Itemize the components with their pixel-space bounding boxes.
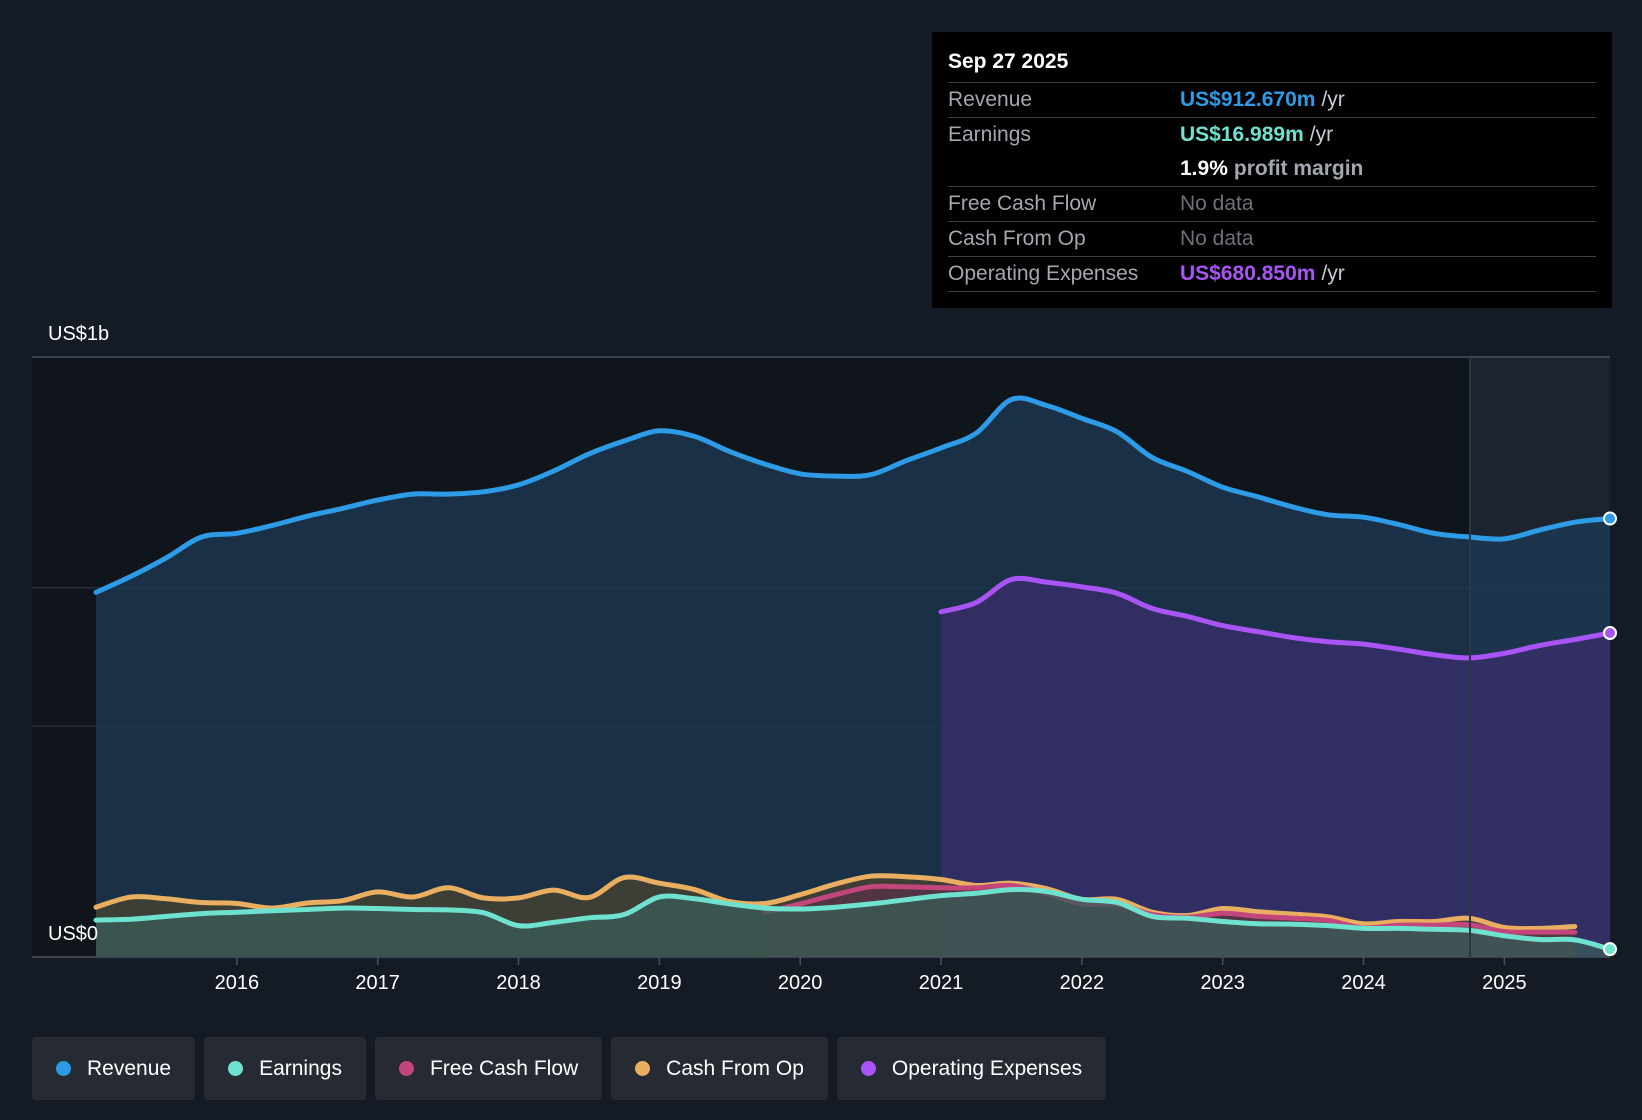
x-tick-label-2021: 2021 bbox=[919, 972, 964, 994]
y-top-label: US$1b bbox=[48, 323, 109, 345]
series-layer bbox=[93, 395, 1613, 957]
legend: Revenue Earnings Free Cash Flow Cash Fro… bbox=[32, 1037, 1107, 1100]
tooltip-fcf-label: Free Cash Flow bbox=[948, 192, 1097, 215]
tooltip-revenue-unit: /yr bbox=[1321, 88, 1345, 111]
x-tick-label-2023: 2023 bbox=[1200, 972, 1245, 994]
earnings-area bbox=[96, 889, 1610, 957]
cash-from-op-line bbox=[93, 873, 1578, 932]
tooltip-row-cfo: Cash From Op No data bbox=[948, 221, 1596, 256]
end-markers bbox=[1603, 511, 1617, 957]
x-tick-label-2016: 2016 bbox=[215, 972, 260, 994]
tooltip-opex-label: Operating Expenses bbox=[948, 262, 1139, 285]
tooltip-date: Sep 27 2025 bbox=[948, 50, 1069, 73]
tooltip-row-earnings: Earnings US$16.989m /yr bbox=[948, 117, 1596, 152]
operating-expenses-dot-icon bbox=[860, 1061, 876, 1076]
x-tick-label-2022: 2022 bbox=[1060, 972, 1105, 994]
tooltip-margin-label: profit margin bbox=[1233, 157, 1364, 180]
tooltip-revenue-label: Revenue bbox=[948, 88, 1033, 111]
earnings-end-marker bbox=[1603, 942, 1617, 957]
revenue-line bbox=[93, 395, 1613, 595]
tooltip-row-revenue: Revenue US$912.670m /yr bbox=[948, 82, 1596, 117]
legend-label-earnings: Earnings bbox=[259, 1056, 342, 1080]
tooltip-margin-value: 1.9% bbox=[1180, 157, 1228, 180]
earnings-line bbox=[93, 887, 1613, 952]
legend-label-revenue: Revenue bbox=[87, 1056, 172, 1080]
tooltip-row-opex: Operating Expenses US$680.850m /yr bbox=[948, 256, 1596, 292]
revenue-dot-icon bbox=[56, 1061, 71, 1076]
free-cash-flow-dot-icon bbox=[398, 1061, 414, 1076]
operating-expenses-line bbox=[938, 575, 1613, 661]
x-tick-label-2020: 2020 bbox=[778, 972, 823, 994]
legend-item-operating-expenses[interactable]: Operating Expenses bbox=[836, 1037, 1107, 1100]
tooltip-row-fcf: Free Cash Flow No data bbox=[948, 186, 1596, 221]
legend-label-operating-expenses: Operating Expenses bbox=[891, 1056, 1083, 1080]
tooltip-row-margin: 1.9% profit margin bbox=[948, 152, 1596, 186]
tooltip-opex-unit: /yr bbox=[1321, 262, 1345, 285]
operating-expenses-end-marker bbox=[1603, 626, 1617, 640]
tooltip-earnings-label: Earnings bbox=[948, 123, 1031, 146]
earnings-dot-icon bbox=[228, 1061, 244, 1076]
tooltip-revenue-value: US$912.670m bbox=[1180, 88, 1316, 111]
tooltip-opex-value: US$680.850m bbox=[1180, 262, 1316, 285]
tooltip-cfo-label: Cash From Op bbox=[948, 227, 1086, 250]
legend-item-revenue[interactable]: Revenue bbox=[32, 1037, 196, 1100]
legend-label-free-cash-flow: Free Cash Flow bbox=[429, 1056, 579, 1080]
y-bottom-label: US$0 bbox=[48, 923, 98, 945]
x-tick-label-2018: 2018 bbox=[496, 972, 541, 994]
x-tick-label-2017: 2017 bbox=[355, 972, 400, 994]
legend-item-cash-from-op[interactable]: Cash From Op bbox=[611, 1037, 828, 1100]
operating-expenses-area bbox=[941, 578, 1610, 957]
x-tick-label-2024: 2024 bbox=[1341, 972, 1386, 994]
legend-label-cash-from-op: Cash From Op bbox=[666, 1056, 804, 1080]
tooltip-fcf-value: No data bbox=[1180, 192, 1254, 215]
tooltip-earnings-unit: /yr bbox=[1309, 123, 1334, 146]
cash-from-op-dot-icon bbox=[635, 1061, 651, 1076]
x-tick-label-2019: 2019 bbox=[637, 972, 682, 994]
legend-item-earnings[interactable]: Earnings bbox=[204, 1037, 366, 1100]
legend-item-free-cash-flow[interactable]: Free Cash Flow bbox=[374, 1037, 603, 1100]
revenue-end-marker bbox=[1603, 511, 1617, 526]
x-tick-label-2025: 2025 bbox=[1482, 972, 1527, 994]
tooltip-panel: Sep 27 2025 Revenue US$912.670m /yr Earn… bbox=[932, 32, 1612, 308]
tooltip-cfo-value: No data bbox=[1180, 227, 1254, 250]
tooltip-earnings-value: US$16.989m bbox=[1180, 123, 1304, 146]
x-axis: 2016 2017 2018 2019 2020 2021 2022 2023 2024 2025 bbox=[215, 957, 1527, 994]
